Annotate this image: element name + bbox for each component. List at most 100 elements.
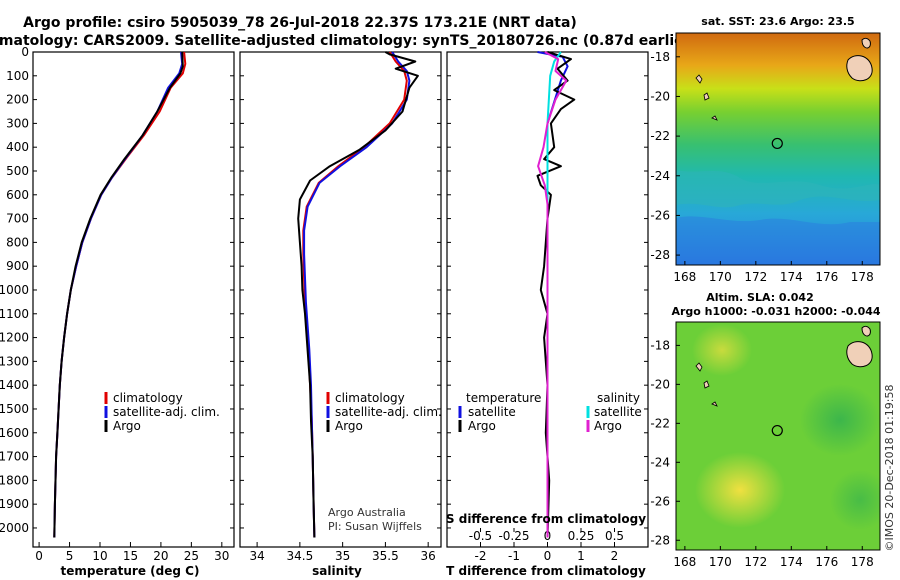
island-shape	[846, 55, 873, 82]
y-tick-label: 1500	[0, 402, 29, 416]
map-x-tick-label: 174	[780, 270, 803, 284]
x-tick-label: 34	[249, 549, 264, 563]
sla-patch	[692, 324, 752, 376]
x-tick-label: 15	[123, 549, 138, 563]
legend-label-satellite: satellite-adj. clim.	[335, 405, 442, 419]
legend-label-climatology: climatology	[113, 391, 183, 405]
sla-map-subtitle: Argo h1000: -0.031 h2000: -0.044	[671, 305, 880, 318]
temperature-legend: climatology satellite-adj. clim. Argo	[104, 391, 220, 433]
sla-patch	[695, 452, 785, 528]
map-y-tick-label: -26	[650, 494, 670, 508]
y-tick-label: 500	[6, 164, 29, 178]
map-y-tick-label: -24	[650, 169, 670, 183]
legend-title-salinity: salinity	[597, 391, 640, 405]
sst-map-title: sat. SST: 23.6 Argo: 23.5	[701, 15, 854, 28]
y-tick-label: 1800	[0, 473, 29, 487]
legend-label-climatology: climatology	[335, 391, 405, 405]
sla-map-frame	[675, 321, 881, 551]
y-tick-label: 100	[6, 69, 29, 83]
temperature-panel	[32, 51, 235, 548]
sst-map-frame	[675, 32, 881, 266]
x-tick-label: 0	[544, 549, 552, 563]
x-tick-label: 5	[66, 549, 74, 563]
salinity-xlabel: salinity	[312, 564, 362, 578]
series-line-t-argo	[536, 51, 576, 538]
map-x-tick-label: 176	[815, 270, 838, 284]
s-difference-xlabel: S difference from climatology	[446, 512, 646, 526]
x-tick-label: 1	[577, 549, 585, 563]
x-tick-label: 0.5	[605, 529, 624, 543]
sla-map	[676, 322, 880, 550]
map-x-tick-label: 178	[851, 270, 874, 284]
legend-label-argo: Argo	[113, 419, 141, 433]
map-x-tick-label: 170	[709, 555, 732, 569]
legend-label-argo: Argo	[335, 419, 363, 433]
legend-label-t-argo: Argo	[468, 419, 496, 433]
series-line-satellite-adj-clim-	[53, 51, 184, 538]
map-x-tick-label: 168	[673, 555, 696, 569]
argo-location-marker	[771, 137, 783, 150]
x-tick-label: 25	[184, 549, 199, 563]
y-tick-label: 1600	[0, 426, 29, 440]
x-tick-label: 35.5	[372, 549, 399, 563]
y-tick-label: 1000	[0, 283, 29, 297]
y-tick-label: 1400	[0, 378, 29, 392]
y-tick-label: 0	[21, 45, 29, 59]
x-tick-label: 0	[35, 549, 43, 563]
island-shape	[861, 325, 871, 337]
map-x-tick-label: 172	[744, 555, 767, 569]
map-x-tick-label: 172	[744, 270, 767, 284]
y-tick-label: 1900	[0, 497, 29, 511]
legend-label-satellite: satellite-adj. clim.	[113, 405, 220, 419]
difference-lines	[536, 51, 576, 538]
series-line-s-argo	[537, 51, 568, 538]
difference-legend: temperature satellite Argo salinity sate…	[458, 391, 642, 433]
legend-label-s-argo: Argo	[594, 419, 622, 433]
x-tick-label: -2	[475, 549, 487, 563]
y-tick-label: 1700	[0, 450, 29, 464]
x-tick-label: -1	[508, 549, 520, 563]
y-tick-label: 1300	[0, 354, 29, 368]
salinity-lines	[297, 51, 419, 538]
island-shape	[846, 341, 873, 368]
map-y-tick-label: -24	[650, 455, 670, 469]
legend-label-t-satellite: satellite	[468, 405, 516, 419]
temperature-xlabel: temperature (deg C)	[61, 564, 200, 578]
y-tick-label: 600	[6, 188, 29, 202]
series-line-argo	[297, 51, 419, 538]
s-difference-axis: -0.5 -0.25 0 0.25 0.5	[469, 528, 624, 543]
credit-line2: PI: Susan Wijffels	[328, 520, 422, 533]
x-tick-label: 2	[611, 549, 619, 563]
island-shape	[695, 74, 718, 121]
y-tick-label: 1200	[0, 331, 29, 345]
x-tick-label: -0.25	[498, 529, 529, 543]
sst-map-axes: 168 170 172 174 176 178 -18 -20 -22 -24 -26 -28	[650, 50, 873, 284]
x-tick-label: 36	[421, 549, 436, 563]
map-x-tick-label: 178	[851, 555, 874, 569]
x-tick-label: 35	[335, 549, 350, 563]
y-tick-label: 200	[6, 93, 29, 107]
imos-watermark: ©IMOS 20-Dec-2018 01:19:58	[883, 385, 896, 552]
y-tick-label: 700	[6, 212, 29, 226]
legend-title-temperature: temperature	[466, 391, 541, 405]
map-x-tick-label: 168	[673, 270, 696, 284]
x-tick-label: 10	[92, 549, 107, 563]
t-difference-axis: -2 -1 0 1 2	[475, 542, 619, 563]
island-shape	[861, 37, 871, 49]
map-x-tick-label: 174	[780, 555, 803, 569]
salinity-legend: climatology satellite-adj. clim. Argo	[326, 391, 442, 433]
sst-patch	[676, 170, 880, 208]
salinity-axis: 34 34.5 35 35.5 36	[249, 542, 436, 563]
y-tick-label: 900	[6, 259, 29, 273]
series-line-argo	[53, 51, 184, 538]
map-y-tick-label: -20	[650, 377, 670, 391]
sla-patch	[830, 470, 880, 530]
map-y-tick-label: -28	[650, 248, 670, 262]
figure-title-line1: Argo profile: csiro 5905039_78 26-Jul-20…	[23, 15, 577, 31]
y-tick-label: 800	[6, 235, 29, 249]
pressure-axis: 0 100 200 300 400 500 600 700 800 900 1000 1100 1200…	[0, 45, 648, 535]
figure-title-line2: Climatology: CARS2009. Satellite-adjuste…	[0, 33, 697, 49]
temperature-lines	[53, 51, 187, 538]
x-tick-label: 0.25	[568, 529, 595, 543]
